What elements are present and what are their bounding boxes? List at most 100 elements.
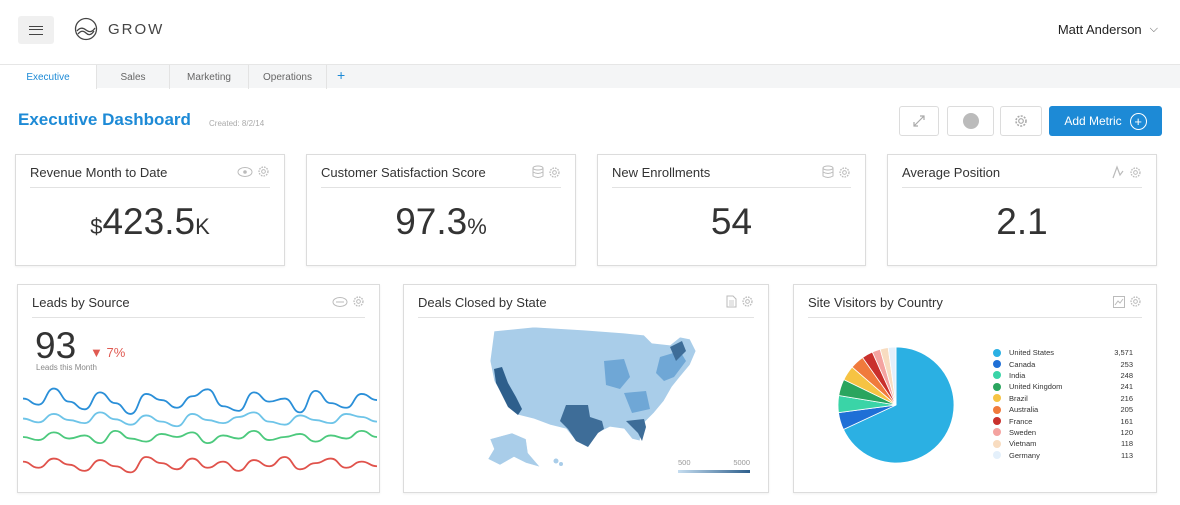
- fullscreen-button[interactable]: [899, 106, 939, 136]
- legend-item[interactable]: Sweden 120: [993, 427, 1133, 438]
- settings-button[interactable]: [1000, 106, 1042, 136]
- tab-sales[interactable]: Sales: [97, 65, 170, 89]
- metric-card-revenue[interactable]: Revenue Month to Date $423.5K: [15, 154, 285, 266]
- leads-value: 93: [35, 325, 77, 366]
- legend-item[interactable]: United States 3,571: [993, 347, 1133, 358]
- tab-marketing[interactable]: Marketing: [170, 65, 249, 89]
- expand-icon: [913, 115, 925, 127]
- legend-value: 241: [1120, 382, 1133, 392]
- region-southeast: [624, 391, 650, 413]
- gear-icon[interactable]: [1129, 295, 1142, 308]
- legend-value: 253: [1120, 359, 1133, 369]
- user-name: Matt Anderson: [1057, 22, 1142, 37]
- legend-value: 205: [1120, 405, 1133, 415]
- brand-name: GROW: [108, 20, 165, 38]
- legend-swatch: [993, 405, 1001, 414]
- card-header: Customer Satisfaction Score: [321, 155, 561, 188]
- menu-button[interactable]: [18, 16, 54, 44]
- state-florida: [626, 419, 646, 441]
- gear-icon[interactable]: [352, 295, 365, 308]
- source-logo-icon: [332, 296, 348, 307]
- legend-label: Canada: [1009, 359, 1036, 369]
- legend-item[interactable]: France 161: [993, 415, 1133, 426]
- pie-slice[interactable]: [887, 346, 897, 406]
- state-california: [494, 367, 522, 415]
- chevron-down-icon: ⌵: [1149, 23, 1158, 35]
- legend-swatch: [993, 382, 1001, 391]
- legend-swatch: [993, 360, 1001, 369]
- status-button[interactable]: [947, 106, 994, 136]
- legend-label: Sweden: [1009, 427, 1037, 437]
- legend-item[interactable]: Brazil 216: [993, 393, 1133, 404]
- tab-operations[interactable]: Operations: [249, 65, 327, 89]
- leads-series-line: [23, 411, 377, 428]
- card-icons: [1111, 165, 1142, 179]
- legend-item[interactable]: Canada 253: [993, 358, 1133, 369]
- card-icons: [532, 165, 561, 179]
- legend-swatch: [993, 394, 1001, 403]
- add-metric-label: Add Metric: [1064, 114, 1122, 128]
- state-new-york: [670, 341, 686, 361]
- deals-card[interactable]: Deals Closed by State 500 5000: [403, 284, 769, 493]
- leads-card[interactable]: Leads by Source 93 ▼ 7% Leads this Month: [17, 284, 380, 493]
- legend-swatch: [993, 428, 1001, 437]
- gear-icon[interactable]: [838, 166, 851, 179]
- legend-label: United States: [1009, 348, 1055, 358]
- user-menu[interactable]: Matt Anderson ⌵: [1058, 22, 1158, 37]
- card-title: Leads by Source: [32, 295, 130, 310]
- metric-card-satisfaction[interactable]: Customer Satisfaction Score 97.3%: [306, 154, 576, 266]
- map-color-scale: 500 5000: [678, 458, 750, 473]
- page-title: Executive Dashboard: [18, 110, 191, 129]
- pie-slice[interactable]: [842, 346, 955, 464]
- hamburger-icon: [29, 25, 43, 35]
- legend-swatch: [993, 439, 1001, 448]
- legend-item[interactable]: Germany 113: [993, 450, 1133, 461]
- card-icons: [726, 295, 754, 308]
- legend-label: Vietnam: [1009, 439, 1037, 449]
- add-tab-icon[interactable]: +: [337, 67, 346, 83]
- eye-icon: [237, 166, 253, 177]
- scale-min-label: 500: [678, 458, 691, 467]
- leads-sparkline-chart: [23, 387, 377, 474]
- legend-value: 120: [1120, 427, 1133, 437]
- legend-label: United Kingdom: [1009, 382, 1063, 392]
- legend-item[interactable]: United Kingdom 241: [993, 381, 1133, 392]
- gear-icon[interactable]: [741, 295, 754, 308]
- visitors-card[interactable]: Site Visitors by Country United States 3,…: [793, 284, 1157, 493]
- leads-series-line: [23, 387, 377, 415]
- created-date: Created: 8/2/14: [209, 119, 265, 128]
- logo[interactable]: GROW: [74, 17, 164, 41]
- analytics-icon: [1112, 165, 1124, 179]
- legend-item[interactable]: Australia 205: [993, 404, 1133, 415]
- leads-series-line: [23, 429, 377, 445]
- metric-card-enrollments[interactable]: New Enrollments 54: [597, 154, 866, 266]
- gear-icon[interactable]: [257, 165, 270, 178]
- legend-label: Brazil: [1009, 393, 1028, 403]
- add-metric-button[interactable]: Add Metric +: [1049, 106, 1162, 136]
- gear-icon[interactable]: [548, 166, 561, 179]
- card-title: Site Visitors by Country: [808, 295, 943, 310]
- legend-swatch: [993, 371, 1001, 380]
- database-icon: [532, 165, 544, 178]
- legend-item[interactable]: India 248: [993, 370, 1133, 381]
- chart-icon: [1113, 295, 1125, 308]
- metric-card-position[interactable]: Average Position 2.1: [887, 154, 1157, 266]
- tab-executive[interactable]: Executive: [0, 65, 97, 89]
- legend-label: Germany: [1009, 450, 1040, 460]
- legend-value: 118: [1121, 439, 1133, 449]
- document-icon: [726, 295, 737, 308]
- card-header: Deals Closed by State: [418, 285, 754, 318]
- legend-value: 161: [1120, 416, 1133, 426]
- database-icon: [822, 165, 834, 178]
- scale-max-label: 5000: [733, 458, 750, 467]
- legend-value: 3,571: [1114, 348, 1133, 358]
- card-title: Average Position: [902, 165, 1001, 180]
- card-header: Revenue Month to Date: [30, 155, 270, 188]
- metric-value: 2.1: [996, 201, 1048, 242]
- card-header: Leads by Source: [32, 285, 365, 318]
- legend-label: Australia: [1009, 405, 1039, 415]
- gear-icon[interactable]: [1129, 166, 1142, 179]
- region-midwest: [604, 359, 630, 389]
- card-header: Site Visitors by Country: [808, 285, 1142, 318]
- legend-item[interactable]: Vietnam 118: [993, 438, 1133, 449]
